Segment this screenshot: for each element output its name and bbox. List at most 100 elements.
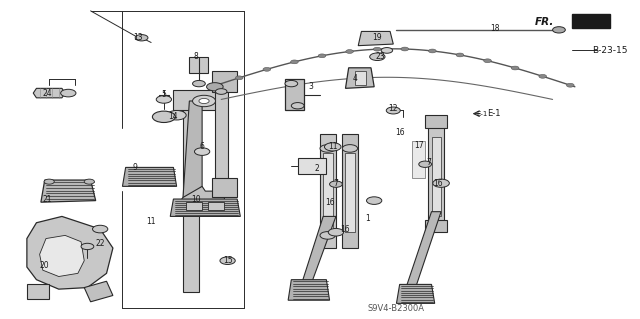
Circle shape (93, 225, 108, 233)
Text: FR.: FR. (535, 17, 554, 27)
Bar (209, 202, 225, 210)
Circle shape (263, 67, 271, 71)
Polygon shape (27, 285, 49, 299)
Text: 17: 17 (414, 141, 424, 150)
Polygon shape (355, 71, 366, 85)
Text: 23: 23 (376, 52, 385, 61)
Text: 11: 11 (147, 217, 156, 226)
Polygon shape (159, 95, 169, 100)
Polygon shape (342, 134, 358, 248)
Polygon shape (173, 186, 225, 216)
Polygon shape (122, 167, 177, 186)
Circle shape (167, 110, 186, 120)
Text: 10: 10 (191, 195, 200, 204)
Circle shape (419, 161, 431, 167)
Text: 3: 3 (308, 82, 313, 91)
Polygon shape (425, 115, 447, 128)
Text: 9: 9 (132, 163, 138, 172)
Circle shape (433, 179, 449, 187)
Circle shape (207, 83, 223, 91)
Polygon shape (301, 216, 336, 286)
Circle shape (328, 228, 344, 236)
Polygon shape (41, 180, 96, 202)
Circle shape (220, 257, 236, 264)
Polygon shape (406, 212, 441, 287)
Circle shape (84, 179, 95, 184)
Circle shape (152, 111, 175, 122)
Polygon shape (431, 137, 441, 216)
Circle shape (193, 80, 205, 87)
Circle shape (429, 49, 436, 53)
Text: 15: 15 (223, 256, 232, 265)
Circle shape (44, 179, 54, 184)
Circle shape (156, 96, 172, 103)
Circle shape (199, 99, 209, 104)
Circle shape (195, 148, 210, 155)
Text: 14: 14 (168, 112, 179, 121)
Circle shape (135, 34, 148, 41)
Polygon shape (183, 101, 202, 197)
Text: 4: 4 (353, 74, 358, 83)
Circle shape (216, 89, 227, 94)
Polygon shape (173, 90, 221, 110)
Circle shape (381, 48, 393, 53)
Polygon shape (358, 32, 394, 46)
Polygon shape (572, 14, 610, 28)
Polygon shape (212, 71, 237, 92)
Bar (186, 202, 202, 210)
Polygon shape (298, 158, 326, 174)
Text: 2: 2 (314, 165, 319, 174)
Text: E-1: E-1 (487, 109, 500, 118)
Polygon shape (425, 219, 447, 232)
Circle shape (330, 181, 342, 187)
Polygon shape (320, 134, 336, 248)
Polygon shape (84, 281, 113, 302)
Polygon shape (428, 122, 444, 229)
Text: E-1: E-1 (477, 111, 488, 117)
Text: 16: 16 (395, 128, 404, 137)
Text: 24: 24 (42, 89, 52, 98)
Text: 12: 12 (388, 104, 398, 113)
Circle shape (370, 53, 385, 61)
Circle shape (291, 60, 298, 64)
Text: S9V4-B2300A: S9V4-B2300A (368, 304, 425, 313)
Circle shape (236, 76, 243, 80)
Text: 8: 8 (193, 52, 198, 61)
Circle shape (291, 103, 304, 109)
Polygon shape (27, 216, 113, 289)
Circle shape (324, 143, 341, 151)
Circle shape (318, 54, 326, 58)
Text: 16: 16 (433, 179, 443, 188)
Polygon shape (170, 199, 241, 216)
Circle shape (367, 197, 382, 204)
Text: 16: 16 (340, 225, 350, 234)
Circle shape (346, 49, 353, 53)
Polygon shape (215, 90, 228, 185)
Circle shape (208, 85, 216, 89)
Circle shape (401, 47, 408, 51)
Text: 7: 7 (333, 179, 339, 188)
Polygon shape (412, 141, 425, 178)
Circle shape (81, 243, 94, 250)
Text: 1: 1 (365, 213, 370, 222)
Polygon shape (40, 235, 84, 277)
Polygon shape (33, 88, 65, 98)
Circle shape (285, 80, 298, 87)
Text: 18: 18 (490, 24, 500, 33)
Polygon shape (285, 79, 304, 110)
Circle shape (373, 47, 381, 51)
Circle shape (484, 59, 492, 63)
Text: 20: 20 (40, 261, 49, 270)
Text: 19: 19 (372, 33, 382, 42)
Text: 21: 21 (42, 195, 52, 204)
Circle shape (511, 66, 519, 70)
Circle shape (387, 107, 400, 114)
Circle shape (61, 89, 76, 97)
Text: 7: 7 (426, 158, 431, 167)
Text: 11: 11 (328, 142, 337, 151)
Polygon shape (346, 68, 374, 88)
Text: 6: 6 (200, 142, 205, 151)
Polygon shape (288, 280, 330, 300)
Polygon shape (323, 153, 333, 232)
Circle shape (552, 27, 565, 33)
